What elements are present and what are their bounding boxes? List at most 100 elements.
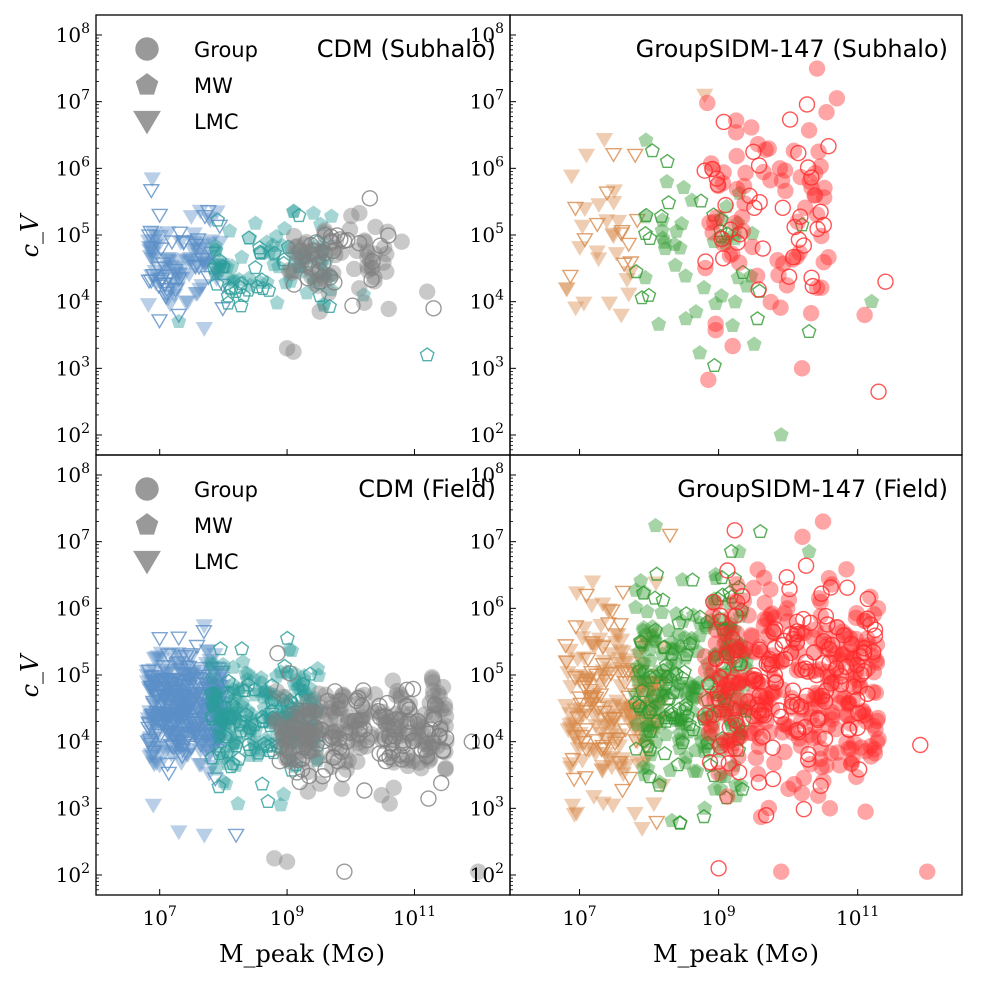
point-lmc	[180, 693, 198, 709]
point-group	[296, 708, 314, 726]
point-lmc	[585, 742, 603, 758]
point-group	[750, 774, 768, 791]
point-mw	[627, 686, 643, 701]
point-group	[397, 698, 414, 715]
point-group	[772, 299, 789, 316]
y-tick-label: 102	[470, 421, 504, 447]
point-group	[813, 279, 830, 296]
point-group	[317, 761, 334, 778]
point-lmc	[177, 678, 196, 693]
point-group	[271, 752, 288, 770]
point-group	[327, 246, 344, 264]
point-group	[272, 718, 289, 736]
point-group	[728, 594, 746, 611]
point-lmc	[179, 730, 198, 746]
point-lmc	[143, 269, 161, 285]
point-mw	[246, 736, 262, 751]
point-mw	[223, 758, 239, 774]
point-mw	[684, 630, 700, 645]
point-mw	[655, 662, 671, 677]
point-group	[385, 754, 402, 771]
point-group	[384, 731, 402, 748]
point-lmc	[167, 657, 185, 672]
x-tick-label: 109	[270, 904, 304, 930]
point-group	[755, 569, 773, 587]
x-tick-label: 109	[701, 904, 735, 930]
point-group	[363, 726, 380, 743]
point-group	[870, 730, 887, 748]
point-lmc	[145, 652, 164, 667]
point-lmc	[211, 219, 229, 235]
point-lmc	[594, 658, 612, 673]
point-lmc	[214, 687, 232, 703]
point-group	[813, 759, 830, 776]
point-lmc	[199, 237, 218, 252]
point-group	[303, 268, 320, 285]
point-group	[284, 716, 302, 733]
point-mw	[639, 603, 655, 619]
point-lmc	[594, 796, 613, 812]
point-mw	[672, 240, 688, 255]
point-group	[292, 249, 309, 266]
y-tick-label: 107	[470, 88, 504, 114]
point-group	[437, 729, 455, 747]
point-lmc	[614, 585, 632, 601]
point-group	[278, 732, 296, 749]
point-group	[278, 853, 296, 870]
point-lmc	[604, 798, 622, 814]
point-group	[361, 251, 379, 269]
point-group	[430, 727, 448, 744]
point-lmc	[661, 528, 679, 544]
point-lmc	[144, 695, 162, 711]
point-lmc	[626, 148, 644, 164]
point-group	[300, 740, 317, 758]
point-mw	[674, 670, 690, 685]
point-group	[771, 160, 789, 177]
point-mw	[644, 143, 660, 158]
point-lmc	[170, 272, 188, 288]
point-lmc	[592, 742, 611, 758]
point-group	[785, 776, 803, 793]
point-group	[285, 245, 303, 262]
point-group	[404, 732, 422, 750]
point-lmc	[208, 205, 226, 221]
point-group	[356, 721, 373, 738]
point-mw	[264, 703, 280, 718]
point-group	[300, 253, 317, 270]
point-mw	[312, 275, 328, 290]
point-group	[786, 218, 803, 236]
point-mw	[247, 681, 263, 697]
point-lmc	[577, 723, 596, 738]
point-group	[433, 774, 450, 792]
point-group	[729, 234, 746, 251]
point-lmc	[583, 696, 601, 712]
point-mw	[750, 311, 766, 326]
point-lmc	[140, 664, 158, 680]
point-mw	[231, 751, 247, 766]
point-mw	[273, 797, 289, 812]
point-group	[710, 765, 727, 782]
point-lmc	[150, 632, 169, 647]
point-group	[848, 604, 865, 622]
point-lmc	[187, 286, 205, 302]
point-lmc	[153, 688, 172, 704]
point-mw	[733, 777, 749, 792]
point-lmc	[610, 728, 629, 744]
y-tick-label: 107	[56, 528, 90, 554]
point-mw	[219, 744, 235, 759]
point-group	[317, 713, 334, 730]
point-group	[707, 635, 725, 652]
point-mw	[692, 628, 708, 643]
point-lmc	[202, 729, 221, 744]
point-mw	[637, 225, 653, 241]
point-group	[326, 735, 343, 753]
point-lmc	[147, 276, 165, 292]
point-mw	[641, 287, 657, 302]
point-group	[404, 680, 422, 698]
point-group	[734, 588, 751, 605]
point-group	[749, 136, 767, 153]
point-mw	[264, 678, 280, 693]
point-group	[751, 638, 768, 656]
point-group	[870, 383, 887, 400]
point-mw	[309, 750, 325, 765]
